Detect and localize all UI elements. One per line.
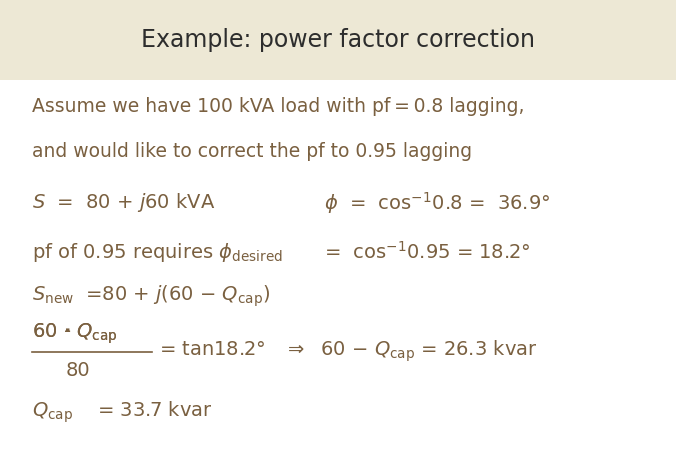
Text: $S_{\mathrm{new}}$  =80 + $j$(60 $-$ $Q_{\mathrm{cap}}$): $S_{\mathrm{new}}$ =80 + $j$(60 $-$ $Q_{…: [32, 283, 271, 309]
Text: =  cos$^{-1}$0.95 = 18.2°: = cos$^{-1}$0.95 = 18.2°: [324, 241, 531, 263]
Text: 60 $\mathbf{\cdot}$ $Q_{\mathrm{cap}}$: 60 $\mathbf{\cdot}$ $Q_{\mathrm{cap}}$: [32, 322, 118, 346]
Text: and would like to correct the pf to 0.95 lagging: and would like to correct the pf to 0.95…: [32, 142, 473, 161]
Text: 80: 80: [66, 361, 90, 380]
Text: $S$  =  80 + $j$60 kVA: $S$ = 80 + $j$60 kVA: [32, 191, 216, 214]
Text: $\phi$  =  cos$^{-1}$0.8 =  36.9°: $\phi$ = cos$^{-1}$0.8 = 36.9°: [324, 190, 551, 216]
Text: 60 - $Q_{\mathrm{cap}}$: 60 - $Q_{\mathrm{cap}}$: [32, 322, 118, 346]
Text: pf of 0.95 requires $\phi_{\mathrm{desired}}$: pf of 0.95 requires $\phi_{\mathrm{desir…: [32, 241, 283, 264]
FancyBboxPatch shape: [0, 0, 676, 80]
Text: Example: power factor correction: Example: power factor correction: [141, 28, 535, 52]
Text: Assume we have 100 kVA load with pf = 0.8 lagging,: Assume we have 100 kVA load with pf = 0.…: [32, 97, 525, 116]
Text: = tan18.2°   $\Rightarrow$  60 $-$ $Q_{\mathrm{cap}}$ = 26.3 kvar: = tan18.2° $\Rightarrow$ 60 $-$ $Q_{\mat…: [159, 339, 537, 365]
Text: $Q_{\mathrm{cap}}$    = 33.7 kvar: $Q_{\mathrm{cap}}$ = 33.7 kvar: [32, 400, 213, 425]
